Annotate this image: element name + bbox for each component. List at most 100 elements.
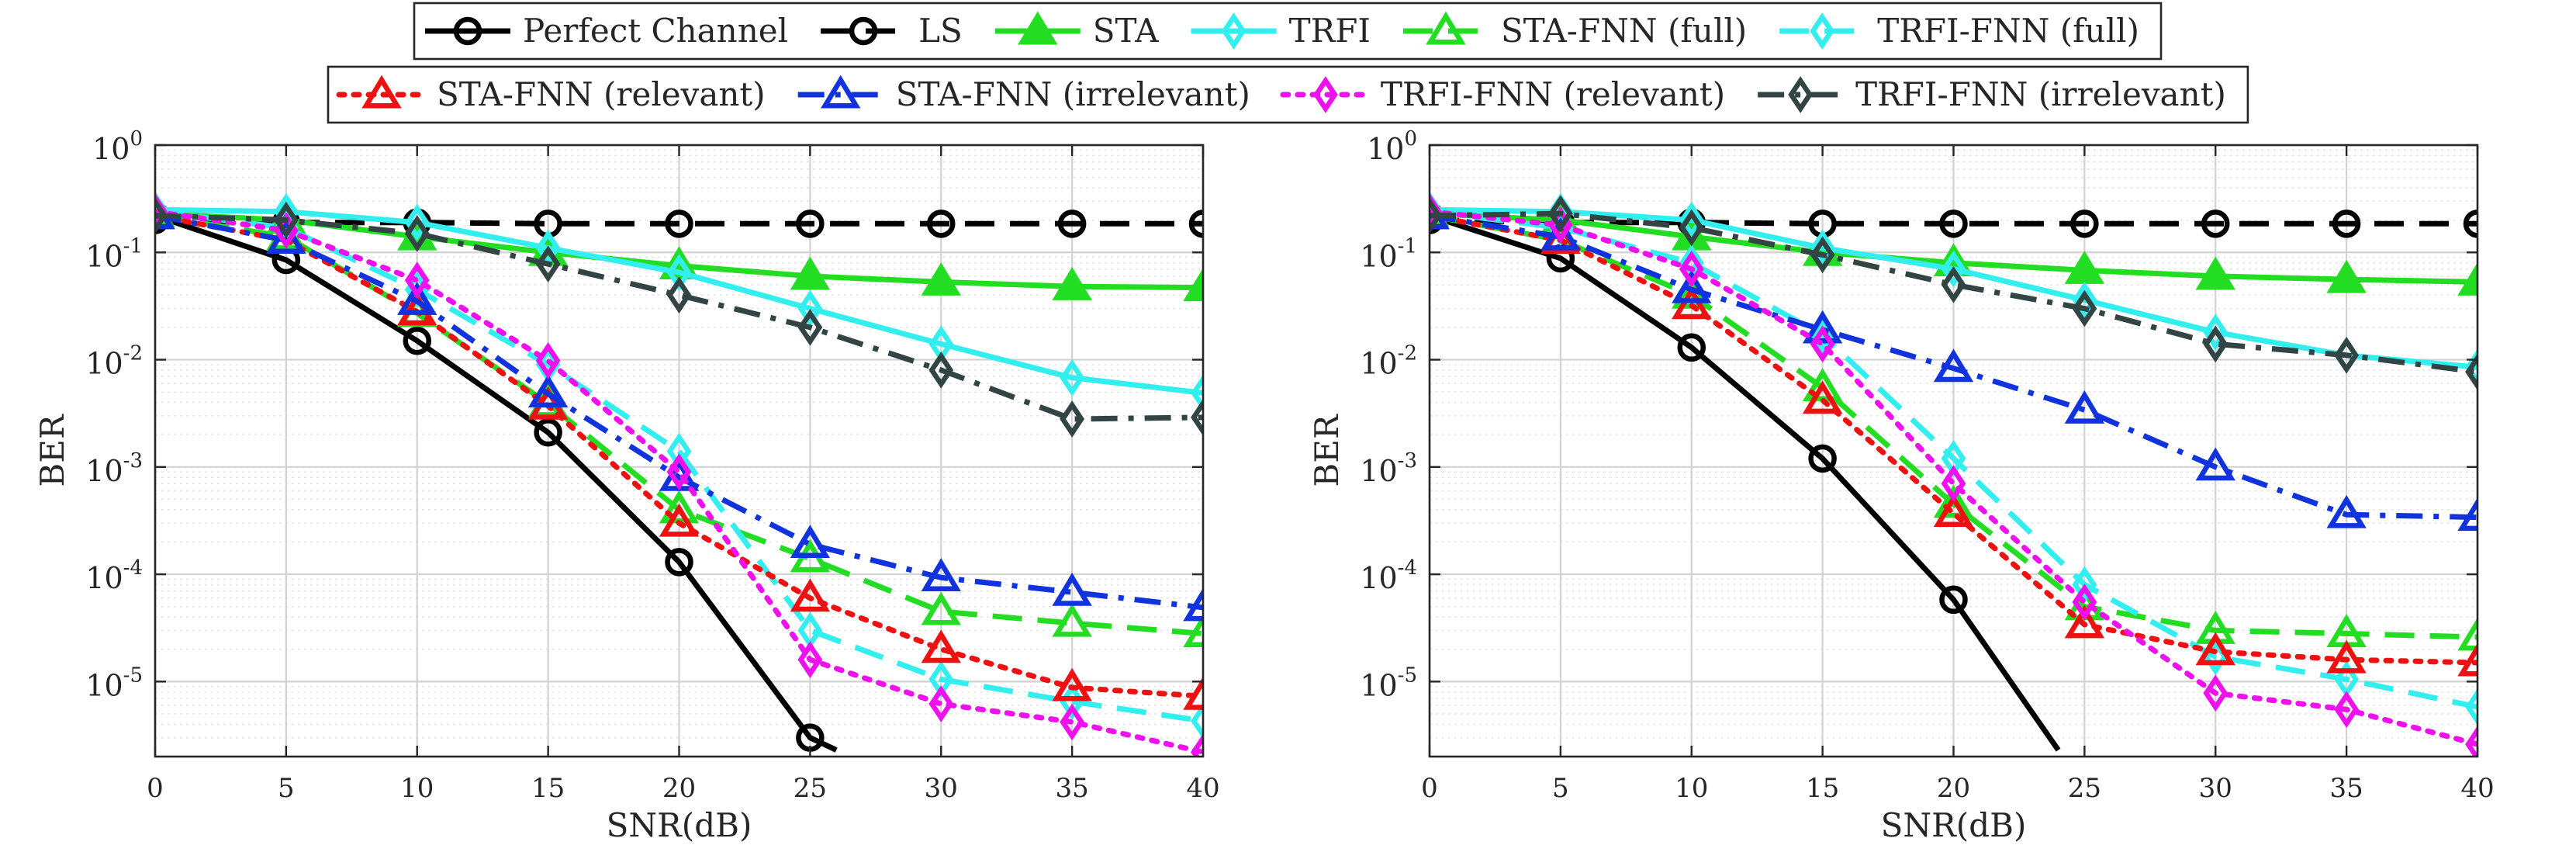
data-point <box>404 262 430 300</box>
data-point <box>1191 702 1203 740</box>
legend-item-sta: STA <box>994 11 1159 50</box>
y-tick-label: 10-3 <box>85 449 143 488</box>
y-tick-base: 10 <box>1360 561 1397 595</box>
data-point <box>1191 399 1203 436</box>
data-point <box>155 197 168 234</box>
legend-label: Perfect Channel <box>523 12 788 50</box>
data-point <box>2326 259 2367 293</box>
data-point <box>927 210 956 238</box>
series-trfi <box>155 191 1203 412</box>
data-point <box>1188 210 1203 238</box>
data-point <box>2457 262 2477 296</box>
data-point <box>2465 726 2477 757</box>
data-point <box>2064 251 2105 284</box>
x-tick-label: 0 <box>147 773 164 804</box>
data-point <box>1939 210 1968 238</box>
data-point <box>404 215 430 252</box>
data-point <box>1060 400 1085 438</box>
legend-label: STA-FNN (irrelevant) <box>896 75 1250 113</box>
data-point <box>1540 216 1581 251</box>
data-point <box>666 254 692 291</box>
data-point <box>535 245 561 283</box>
data-point <box>2203 313 2228 352</box>
data-point <box>1810 325 1835 363</box>
y-tick-exponent: -2 <box>123 342 143 365</box>
chart-panel-2: 0 5 10 15 20 25 30 35 4010010-110-210-310-410-5S… <box>1308 127 2495 844</box>
data-point <box>1672 269 1712 303</box>
data-point <box>1679 201 1704 239</box>
axes-layer: 0 5 10 15 20 25 30 35 4010010-110-210-310-410-5S… <box>33 127 2495 844</box>
data-point <box>2195 447 2235 481</box>
y-tick-base: 10 <box>85 347 123 381</box>
legend-item-sta_fnn_rel: STA-FNN (relevant) <box>336 74 766 113</box>
legend-layer: Perfect Channel LS STA TRFI STA-FNN (full) TR… <box>327 2 2249 124</box>
series-line-trfi_fnn_irr <box>155 213 1203 422</box>
data-point <box>921 262 961 296</box>
data-point <box>797 641 823 678</box>
legend-label: TRFI <box>1289 12 1371 50</box>
y-tick-base: 10 <box>85 454 123 488</box>
legend-marker <box>1018 11 1058 45</box>
data-point <box>790 525 831 559</box>
data-point <box>1052 667 1092 701</box>
legend-item-perfect: Perfect Channel <box>425 12 788 50</box>
data-point <box>1060 703 1085 741</box>
y-tick-base: 10 <box>1360 239 1397 273</box>
data-point <box>1191 733 1203 757</box>
data-point <box>273 201 299 239</box>
y-tick-label: 10-4 <box>85 556 143 595</box>
y-tick-base: 10 <box>85 668 123 702</box>
data-point <box>1941 465 1966 503</box>
data-point <box>2070 210 2099 238</box>
series-line-trfi_fnn_irr <box>1430 210 2477 375</box>
data-point <box>1802 380 1843 414</box>
data-point <box>928 685 954 722</box>
data-point <box>1060 358 1085 397</box>
y-tick-label: 10-5 <box>1360 663 1417 702</box>
data-point <box>666 276 692 314</box>
data-point <box>1941 250 1966 288</box>
data-point <box>2064 604 2105 639</box>
x-tick-label: 30 <box>2199 773 2232 804</box>
data-point <box>1052 267 1092 300</box>
data-point <box>2465 353 2477 391</box>
data-point <box>535 341 561 379</box>
data-point <box>665 548 693 577</box>
y-tick-base: 10 <box>85 561 123 595</box>
x-tick-label: 10 <box>400 773 434 804</box>
data-point <box>2201 210 2230 238</box>
legend-item-ls: LS <box>821 12 963 50</box>
data-point <box>1057 210 1087 238</box>
x-tick-label: 40 <box>1186 773 1219 804</box>
data-point <box>534 418 562 447</box>
data-point <box>2334 336 2360 374</box>
y-tick-label: 10-1 <box>1360 234 1417 273</box>
data-point <box>1808 444 1837 473</box>
legend-label: TRFI-FNN (relevant) <box>1381 75 1725 113</box>
y-tick-exponent: 0 <box>130 127 143 151</box>
data-point <box>921 591 961 625</box>
data-point <box>2326 494 2367 528</box>
series-line-trfi <box>155 206 1203 396</box>
data-point <box>921 558 961 591</box>
data-point <box>1191 374 1203 412</box>
data-point <box>797 309 823 346</box>
series-line-sta_fnn_irr <box>1430 213 2477 521</box>
y-tick-label: 100 <box>92 127 143 166</box>
data-point <box>790 578 831 612</box>
y-axis-label: BER <box>1308 414 1346 487</box>
data-point <box>2072 584 2097 621</box>
data-point <box>2463 210 2477 238</box>
data-point <box>1183 614 1203 648</box>
data-point <box>1939 585 1968 615</box>
data-point <box>266 220 306 255</box>
data-point <box>2457 617 2477 651</box>
series-trfi_fnn_irr <box>1430 195 2477 391</box>
x-axis-label: SNR(dB) <box>1881 806 2027 844</box>
major-grid <box>1428 144 2479 757</box>
legend-marker <box>1788 76 1814 113</box>
data-point <box>2072 281 2097 319</box>
data-point <box>1810 236 1835 274</box>
data-point <box>2203 674 2228 712</box>
